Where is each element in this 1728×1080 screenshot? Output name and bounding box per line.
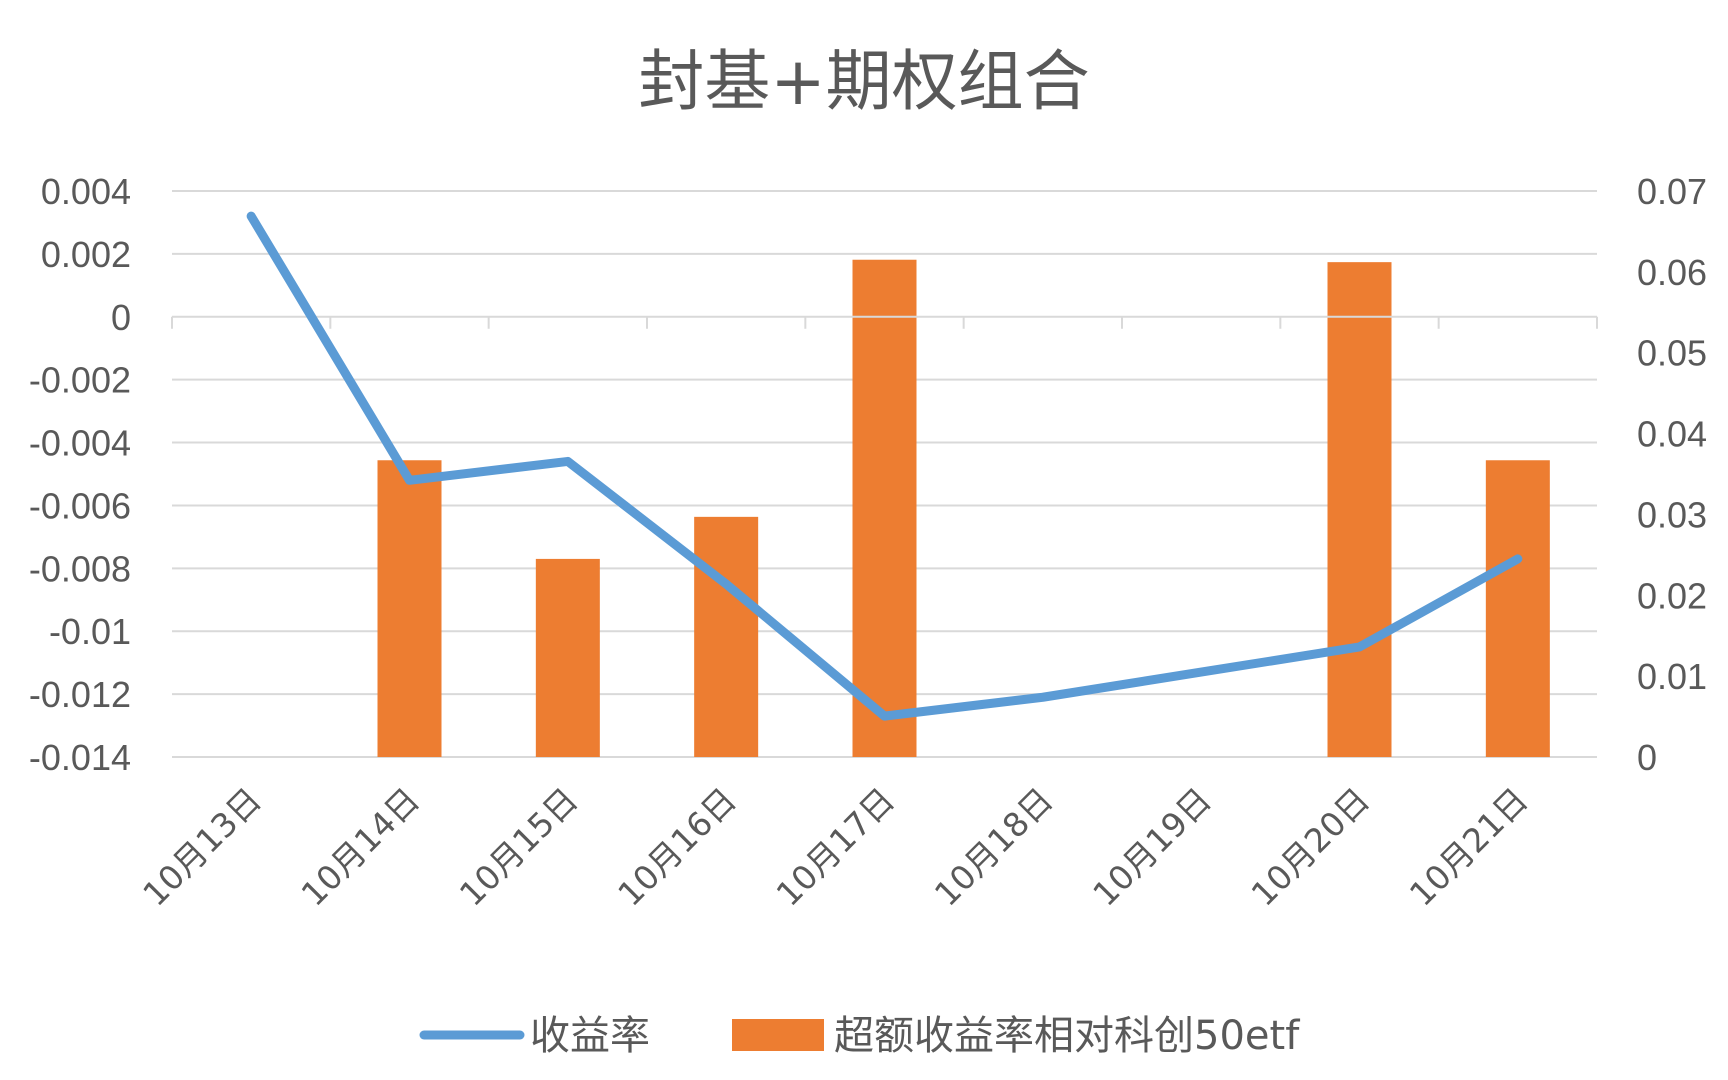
series-line	[246, 211, 1523, 721]
left-y-axis: 0.004 0.002 0 -0.002 -0.004 -0.006 -0.008 -0.01…	[29, 171, 131, 778]
bar	[694, 516, 759, 757]
right-tick-label: 0.05	[1637, 333, 1707, 374]
x-tick-label: 10月16日	[610, 780, 744, 914]
x-axis-line	[171, 315, 1598, 329]
right-y-axis: 0.07 0.06 0.05 0.04 0.03 0.02 0.01 0	[1637, 171, 1707, 778]
bar	[535, 558, 600, 757]
line-series	[246, 211, 1523, 721]
chart-title: 封基+期权组合	[638, 43, 1089, 120]
x-tick-label: 10月17日	[769, 780, 903, 914]
bar	[377, 460, 442, 757]
left-tick-label: 0.004	[41, 171, 131, 212]
left-tick-label: -0.008	[29, 548, 131, 589]
left-tick-label: -0.014	[29, 737, 131, 778]
x-axis: 10月13日 10月14日 10月15日 10月16日 10月17日 10月18日 10月1…	[135, 780, 1535, 914]
bar	[1327, 262, 1392, 757]
x-tick-label: 10月13日	[135, 780, 269, 914]
right-tick-label: 0.02	[1637, 575, 1707, 616]
right-tick-label: 0.07	[1637, 171, 1707, 212]
bar	[1485, 460, 1550, 757]
left-tick-label: -0.004	[29, 423, 131, 464]
x-tick-label: 10月21日	[1402, 780, 1536, 914]
left-tick-label: 0.002	[41, 234, 131, 275]
right-tick-label: 0.03	[1637, 494, 1707, 535]
x-tick-label: 10月15日	[452, 780, 586, 914]
bar-series	[377, 259, 1550, 757]
x-tick-label: 10月19日	[1085, 780, 1219, 914]
legend-label-bar: 超额收益率相对科创50etf	[834, 1013, 1300, 1059]
legend-label-line: 收益率	[530, 1013, 650, 1059]
x-tick-label: 10月20日	[1244, 780, 1378, 914]
x-tick-label: 10月14日	[294, 780, 428, 914]
bar	[852, 259, 917, 757]
x-tick-label: 10月18日	[927, 780, 1061, 914]
right-tick-label: 0.04	[1637, 414, 1707, 455]
left-tick-label: 0	[111, 297, 131, 338]
left-tick-label: -0.006	[29, 485, 131, 526]
right-tick-label: 0	[1637, 737, 1657, 778]
left-tick-label: -0.002	[29, 360, 131, 401]
right-tick-label: 0.01	[1637, 656, 1707, 697]
legend-bar-swatch	[732, 1019, 824, 1051]
legend: 收益率 超额收益率相对科创50etf	[419, 1013, 1300, 1059]
right-tick-label: 0.06	[1637, 252, 1707, 293]
left-tick-label: -0.012	[29, 674, 131, 715]
left-tick-label: -0.01	[49, 611, 131, 652]
